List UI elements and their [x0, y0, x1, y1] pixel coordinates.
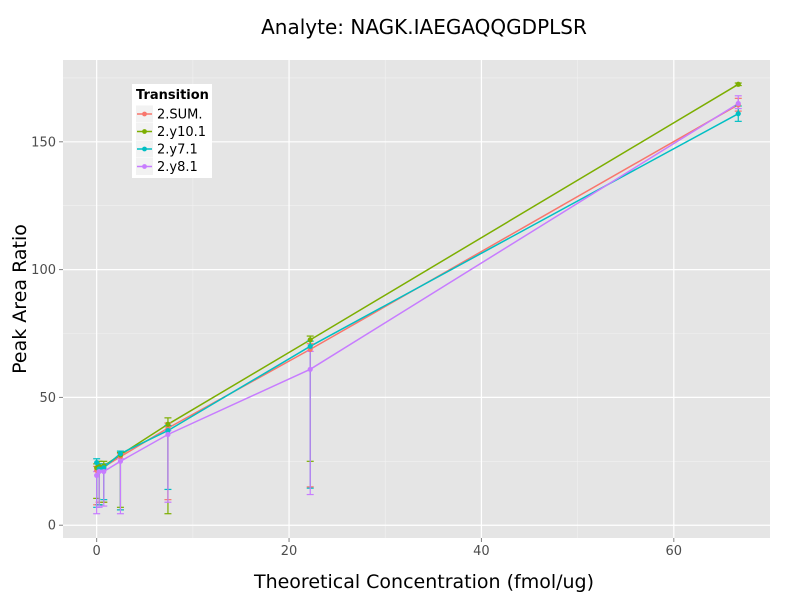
- legend-items: 2.SUM. 2.y10.1 2.y7.1 2.y8.1: [136, 105, 206, 175]
- legend-label: 2.SUM.: [157, 108, 203, 123]
- data-point: [101, 468, 107, 475]
- legend-key-point: [142, 164, 147, 169]
- legend: Transition 2.SUM. 2.y10.1 2.y7.1 2.y8.1: [132, 84, 212, 178]
- y-tick-label: 150: [31, 135, 56, 150]
- data-point: [165, 421, 171, 427]
- data-point: [165, 428, 171, 434]
- y-tick-label: 50: [39, 391, 56, 406]
- y-tick-label: 100: [31, 263, 56, 278]
- legend-key-point: [142, 146, 147, 152]
- data-points: [94, 81, 741, 478]
- x-tick-label: 0: [93, 544, 101, 559]
- data-point: [307, 366, 313, 372]
- legend-title: Transition: [136, 88, 209, 103]
- legend-label: 2.y7.1: [157, 143, 198, 158]
- data-point: [307, 337, 313, 343]
- legend-key-point: [142, 129, 147, 134]
- x-axis-title: Theoretical Concentration (fmol/ug): [253, 571, 594, 593]
- data-point: [117, 458, 124, 464]
- y-axis-ticks: 0 50 100 150: [31, 135, 63, 534]
- data-point: [94, 459, 100, 466]
- legend-label: 2.y10.1: [157, 125, 206, 140]
- data-point: [94, 472, 100, 478]
- data-point: [165, 431, 171, 438]
- x-tick-label: 60: [666, 544, 683, 559]
- data-point: [96, 468, 102, 475]
- data-point: [307, 343, 313, 349]
- x-tick-label: 20: [281, 544, 298, 559]
- y-tick-label: 0: [48, 519, 56, 534]
- data-point: [117, 451, 124, 457]
- legend-label: 2.y8.1: [157, 160, 198, 175]
- legend-key-point: [142, 111, 147, 117]
- major-gridlines: [63, 60, 770, 538]
- data-point: [735, 81, 741, 87]
- x-tick-label: 40: [473, 544, 490, 559]
- x-axis-ticks: 0 20 40 60: [93, 538, 683, 559]
- data-point: [735, 100, 741, 107]
- y-axis-title: Peak Area Ratio: [9, 224, 31, 374]
- data-point: [101, 465, 107, 471]
- data-point: [735, 111, 741, 117]
- chart-title: Analyte: NAGK.IAEGAQQGDPLSR: [261, 15, 587, 39]
